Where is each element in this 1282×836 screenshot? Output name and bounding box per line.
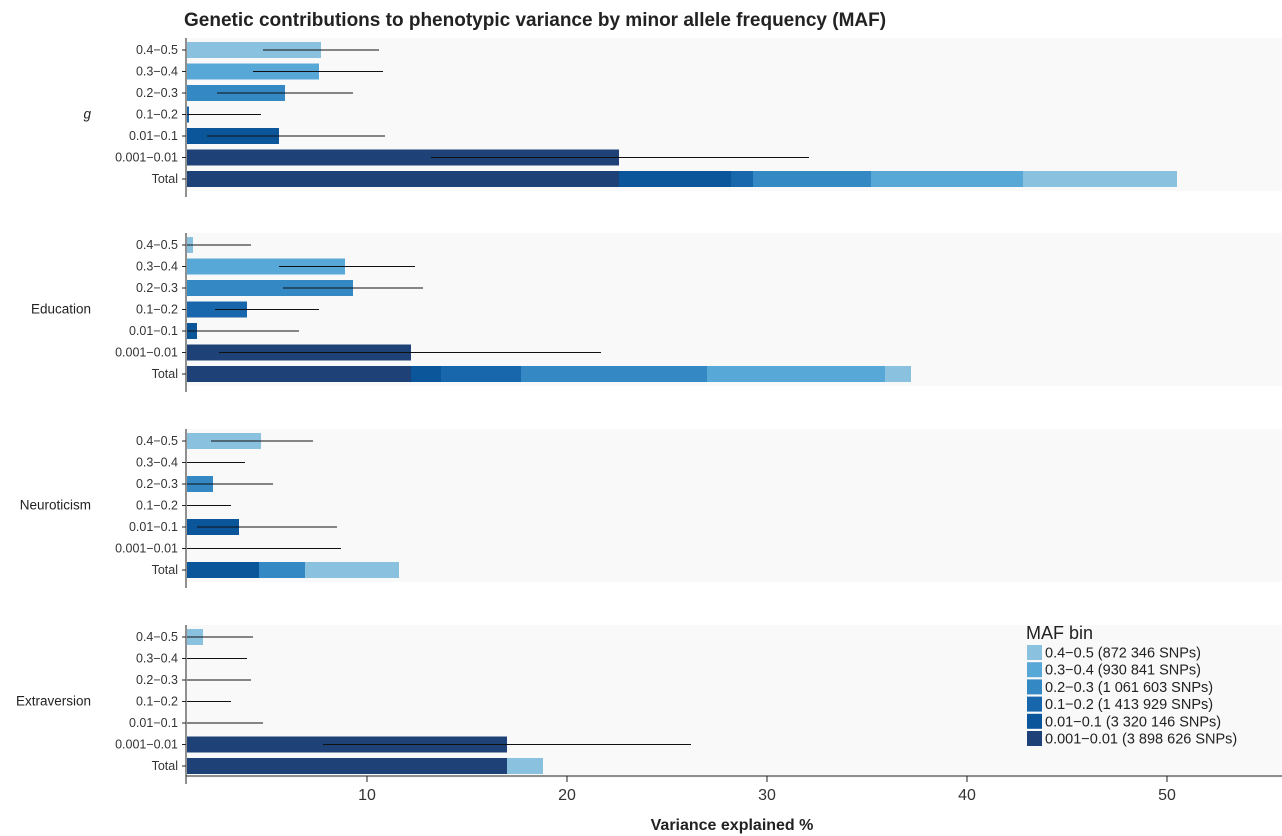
- panel-1: Education 0.4−0.5 0.3−0.4 0.2−0.3 0.1−0.2 0.0…: [31, 233, 1282, 392]
- legend-swatch: [1027, 645, 1042, 660]
- panel-label: Education: [31, 302, 91, 317]
- legend-item: 0.3−0.4 (930 841 SNPs): [1045, 663, 1201, 679]
- category-label: 0.4−0.5: [136, 434, 178, 448]
- legend-item: 0.001−0.01 (3 898 626 SNPs): [1045, 732, 1237, 748]
- category-label: 0.2−0.3: [136, 673, 178, 687]
- x-axis-label: Variance explained %: [651, 817, 814, 834]
- panel-label: g: [83, 107, 91, 122]
- legend-item: 0.01−0.1 (3 320 146 SNPs): [1045, 714, 1221, 730]
- legend-swatch: [1027, 731, 1042, 746]
- chart-title: Genetic contributions to phenotypic vari…: [184, 10, 886, 31]
- total-segment: [187, 171, 619, 187]
- legend-item: 0.2−0.3 (1 061 603 SNPs): [1045, 680, 1213, 696]
- category-label: 0.01−0.1: [129, 324, 178, 338]
- total-segment: [305, 562, 399, 578]
- panel-label: Extraversion: [16, 694, 91, 709]
- total-segment: [259, 562, 305, 578]
- total-segment: [753, 171, 871, 187]
- total-segment: [885, 366, 911, 382]
- bar: [187, 258, 345, 275]
- category-label: 0.4−0.5: [136, 238, 178, 252]
- total-segment: [441, 366, 521, 382]
- total-segment: [707, 366, 885, 382]
- category-label: 0.4−0.5: [136, 43, 178, 57]
- panel-2: Neuroticism 0.4−0.5 0.3−0.4 0.2−0.3 0.1−0.2 0…: [20, 429, 1282, 588]
- category-label: 0.2−0.3: [136, 477, 178, 491]
- category-label: Total: [152, 367, 178, 381]
- category-label: Total: [152, 172, 178, 186]
- legend: MAF bin 0.4−0.5 (872 346 SNPs)0.3−0.4 (93…: [1026, 623, 1237, 748]
- panel-background: [187, 38, 1282, 191]
- category-label: Total: [152, 563, 178, 577]
- panel-3: Extraversion 0.4−0.5 0.3−0.4 0.2−0.3 0.1−0.2…: [16, 625, 1282, 784]
- category-label: 0.1−0.2: [136, 499, 178, 513]
- x-tick-label: 40: [958, 787, 976, 804]
- category-label: 0.01−0.1: [129, 129, 178, 143]
- category-label: 0.01−0.1: [129, 716, 178, 730]
- category-label: 0.3−0.4: [136, 456, 178, 470]
- legend-swatch: [1027, 696, 1042, 712]
- x-axis: 10 20 30 40 50: [186, 775, 1282, 804]
- category-label: 0.001−0.01: [115, 346, 178, 360]
- x-tick-label: 30: [758, 787, 776, 804]
- category-label: 0.1−0.2: [136, 695, 178, 709]
- category-label: 0.001−0.01: [115, 151, 178, 165]
- total-segment: [871, 171, 1023, 187]
- total-segment: [619, 171, 731, 187]
- category-label: 0.1−0.2: [136, 303, 178, 317]
- total-segment: [187, 758, 507, 774]
- x-tick-label: 10: [358, 787, 376, 804]
- panel-background: [187, 233, 1282, 386]
- legend-swatch: [1027, 679, 1042, 695]
- x-tick-label: 50: [1158, 787, 1176, 804]
- category-label: 0.01−0.1: [129, 520, 178, 534]
- total-segment: [507, 758, 543, 774]
- category-label: 0.1−0.2: [136, 108, 178, 122]
- category-label: 0.3−0.4: [136, 65, 178, 79]
- total-segment: [187, 562, 259, 578]
- bar: [187, 149, 619, 166]
- total-segment: [1023, 171, 1177, 187]
- category-label: 0.001−0.01: [115, 542, 178, 556]
- panel-background: [187, 429, 1282, 582]
- panel-label: Neuroticism: [20, 498, 91, 513]
- total-segment: [411, 366, 441, 382]
- category-label: 0.2−0.3: [136, 86, 178, 100]
- legend-swatch: [1027, 713, 1042, 729]
- category-label: Total: [152, 759, 178, 773]
- legend-item: 0.1−0.2 (1 413 929 SNPs): [1045, 697, 1213, 713]
- legend-item: 0.4−0.5 (872 346 SNPs): [1045, 646, 1201, 662]
- category-label: 0.4−0.5: [136, 630, 178, 644]
- category-label: 0.2−0.3: [136, 281, 178, 295]
- x-tick-label: 20: [558, 787, 576, 804]
- legend-title: MAF bin: [1026, 623, 1093, 643]
- category-label: 0.3−0.4: [136, 260, 178, 274]
- category-label: 0.3−0.4: [136, 652, 178, 666]
- bar: [187, 280, 353, 296]
- total-segment: [187, 366, 411, 382]
- panels: g 0.4−0.5 0.3−0.4 0.2−0.3 0.1−0.2 0.01−0.1 0.0…: [16, 38, 1282, 784]
- bar: [187, 42, 321, 58]
- legend-swatch: [1027, 662, 1042, 678]
- total-segment: [521, 366, 707, 382]
- category-label: 0.001−0.01: [115, 738, 178, 752]
- panel-0: g 0.4−0.5 0.3−0.4 0.2−0.3 0.1−0.2 0.01−0.1 0.0…: [83, 38, 1282, 197]
- total-segment: [731, 171, 753, 187]
